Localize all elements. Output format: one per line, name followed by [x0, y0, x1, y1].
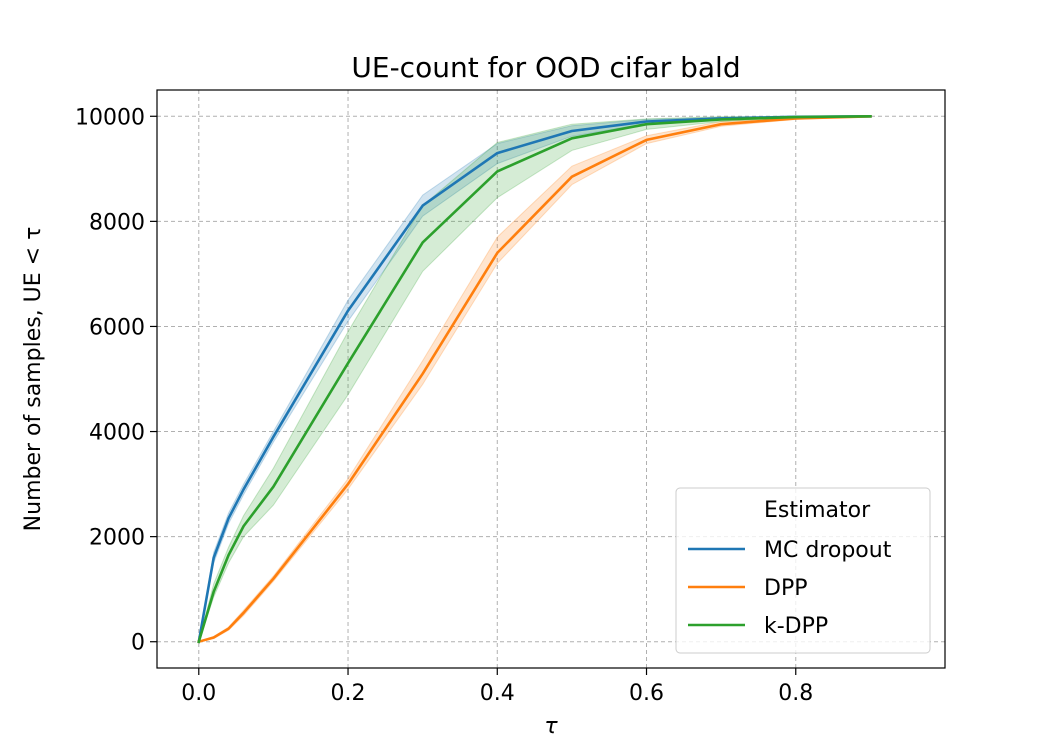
plot-frame — [156, 89, 946, 669]
x-axis-label: τ — [544, 714, 558, 739]
legend-label-mc-dropout: MC dropout — [764, 538, 892, 563]
legend-label-k-dpp: k-DPP — [764, 614, 828, 639]
y-tick-label: 4000 — [89, 421, 145, 446]
x-ticks: 0.0 0.2 0.4 0.6 0.8 — [181, 668, 813, 706]
series-lines — [197, 114, 872, 644]
series-line-k-dpp — [197, 114, 872, 644]
legend-box — [675, 487, 931, 654]
x-tick-label: 0.6 — [629, 681, 664, 706]
x-tick-label: 0.0 — [181, 681, 216, 706]
legend-title: Estimator — [764, 498, 871, 523]
legend: Estimator MC dropout DPP k-DPP — [675, 487, 931, 654]
legend-label-dpp: DPP — [764, 576, 807, 601]
y-tick-label: 0 — [131, 631, 145, 656]
y-axis-label: Number of samples, UE < τ — [21, 227, 46, 532]
grid-layer — [157, 90, 945, 668]
x-tick-label: 0.4 — [480, 681, 515, 706]
chart-title: UE-count for OOD cifar bald — [351, 51, 740, 84]
y-tick-label: 2000 — [89, 526, 145, 551]
y-ticks: 0 2000 4000 6000 8000 10000 — [75, 105, 157, 656]
y-tick-label: 8000 — [89, 210, 145, 235]
y-tick-label: 6000 — [89, 315, 145, 340]
y-tick-label: 10000 — [75, 105, 145, 130]
x-tick-label: 0.2 — [331, 681, 366, 706]
series-line-dpp — [197, 114, 872, 644]
legend-entries: MC dropout DPP k-DPP — [688, 538, 892, 639]
x-tick-label: 0.8 — [778, 681, 813, 706]
